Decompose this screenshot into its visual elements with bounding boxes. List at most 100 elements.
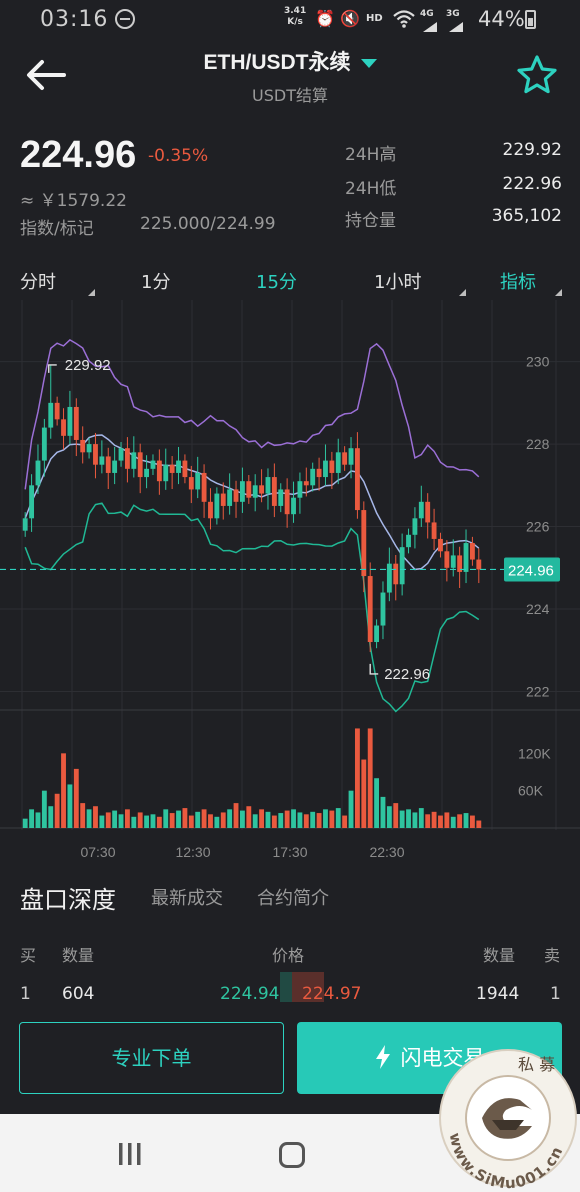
sell-header: 卖 bbox=[544, 946, 561, 965]
kline-chart[interactable]: 230 228 226 224 222 224.96 229.92 222.96 120K 60K… bbox=[0, 300, 580, 860]
open-interest-label: 持仓量 bbox=[345, 211, 396, 231]
home-icon[interactable] bbox=[279, 1142, 305, 1168]
tab-1h[interactable]: 1小时 bbox=[374, 272, 422, 293]
network-3g: 3G bbox=[446, 9, 460, 19]
volume-bar bbox=[182, 808, 188, 828]
settlement-subtitle: USDT结算 bbox=[252, 86, 328, 105]
volume-bar bbox=[163, 809, 169, 828]
volume-bar bbox=[150, 814, 156, 828]
candle-body bbox=[393, 563, 399, 585]
candle-body bbox=[93, 444, 98, 465]
volume-bar bbox=[239, 810, 245, 828]
candle-body bbox=[354, 448, 360, 511]
volume-bars bbox=[22, 728, 482, 828]
tab-1m[interactable]: 1分 bbox=[141, 272, 171, 293]
volume-bar bbox=[112, 810, 118, 828]
volume-bar bbox=[265, 811, 271, 828]
dnd-icon bbox=[115, 9, 135, 29]
tab-15m[interactable]: 15分 bbox=[256, 272, 297, 293]
hd-badge: HD bbox=[366, 13, 383, 24]
tab-contract-info[interactable]: 合约简介 bbox=[257, 888, 329, 909]
volume-bar bbox=[54, 793, 60, 828]
volume-bar bbox=[348, 790, 354, 828]
candle-body bbox=[438, 538, 443, 552]
sell-qty: 1944 bbox=[476, 984, 520, 1004]
candle-body bbox=[124, 448, 130, 469]
candle-body bbox=[265, 477, 271, 494]
candle-body bbox=[208, 501, 213, 519]
candle-body bbox=[246, 481, 252, 498]
ask-price[interactable]: 224.97 bbox=[302, 984, 362, 1004]
candle-body bbox=[323, 460, 328, 478]
candle-body bbox=[418, 501, 424, 519]
candle-body bbox=[284, 489, 290, 515]
volume-bar bbox=[93, 806, 98, 828]
recent-apps-icon[interactable] bbox=[118, 1142, 142, 1166]
volume-bar bbox=[144, 815, 150, 828]
volume-bar bbox=[105, 812, 111, 828]
volume-bar bbox=[214, 816, 220, 828]
candle-body bbox=[182, 460, 188, 478]
candle-body bbox=[131, 452, 137, 469]
candle-body bbox=[310, 468, 316, 486]
volume-bar bbox=[406, 809, 411, 828]
candle-body bbox=[22, 518, 28, 531]
volume-bar bbox=[61, 753, 66, 828]
volume-bar bbox=[271, 815, 277, 828]
volume-bar bbox=[246, 806, 252, 828]
volume-bar bbox=[316, 813, 322, 828]
candle-body bbox=[291, 497, 296, 515]
volume-bar bbox=[227, 809, 233, 828]
chevron-down-icon bbox=[360, 58, 377, 68]
candle-body bbox=[67, 406, 73, 436]
candle-body bbox=[80, 439, 86, 453]
high-label: 24H高 bbox=[345, 145, 397, 165]
volume-bar bbox=[252, 814, 258, 828]
volume-bar bbox=[323, 809, 328, 828]
alarm-icon: ⏰ bbox=[315, 9, 335, 28]
upper-band-line bbox=[24, 338, 480, 490]
volume-bar bbox=[41, 790, 47, 828]
volume-bar bbox=[329, 810, 335, 828]
candle-body bbox=[188, 477, 194, 490]
candle-body bbox=[329, 460, 335, 473]
volume-bar bbox=[399, 810, 405, 828]
low-marker-arrow bbox=[369, 663, 379, 675]
contract-selector[interactable]: ETH/USDT永续 bbox=[0, 46, 580, 76]
volume-bar bbox=[431, 811, 437, 828]
watermark-top-text: 私 募 bbox=[518, 1055, 555, 1074]
open-interest-value: 365,102 bbox=[491, 206, 562, 226]
tab-indicators[interactable]: 指标 bbox=[500, 272, 536, 293]
star-icon[interactable] bbox=[516, 54, 558, 96]
candle-body bbox=[220, 493, 226, 506]
tab-depth[interactable]: 盘口深度 bbox=[20, 886, 116, 914]
pro-order-button[interactable]: 专业下单 bbox=[19, 1022, 284, 1094]
candle-body bbox=[399, 547, 405, 585]
low-label: 24H低 bbox=[345, 179, 397, 199]
tab-timeshare[interactable]: 分时 bbox=[20, 272, 56, 293]
candle-body bbox=[367, 576, 373, 643]
candle-body bbox=[361, 510, 367, 577]
candle-body bbox=[380, 592, 386, 626]
candle-body bbox=[297, 481, 303, 498]
network-speed: 3.41 K/s bbox=[284, 6, 306, 28]
tab-latest-trades[interactable]: 最新成交 bbox=[151, 888, 223, 909]
volume-bar bbox=[278, 813, 284, 828]
volume-bar bbox=[48, 806, 54, 828]
volume-bar bbox=[80, 803, 86, 828]
candle-body bbox=[86, 444, 92, 453]
candle-body bbox=[303, 481, 309, 486]
volume-bar bbox=[380, 796, 386, 828]
price-tick-label: 224 bbox=[526, 601, 550, 617]
arrow-left-icon[interactable] bbox=[24, 58, 68, 92]
candle-body bbox=[112, 460, 118, 473]
index-mark-label: 指数/标记 bbox=[20, 219, 94, 239]
volume-bar bbox=[22, 818, 28, 828]
candle-body bbox=[476, 559, 482, 570]
candle-body bbox=[431, 522, 437, 539]
candle-body bbox=[105, 456, 111, 473]
bid-depth-bar bbox=[280, 972, 292, 1002]
candle-body bbox=[425, 501, 431, 523]
bid-price[interactable]: 224.94 bbox=[220, 984, 280, 1004]
qty-header-right: 数量 bbox=[483, 946, 516, 965]
